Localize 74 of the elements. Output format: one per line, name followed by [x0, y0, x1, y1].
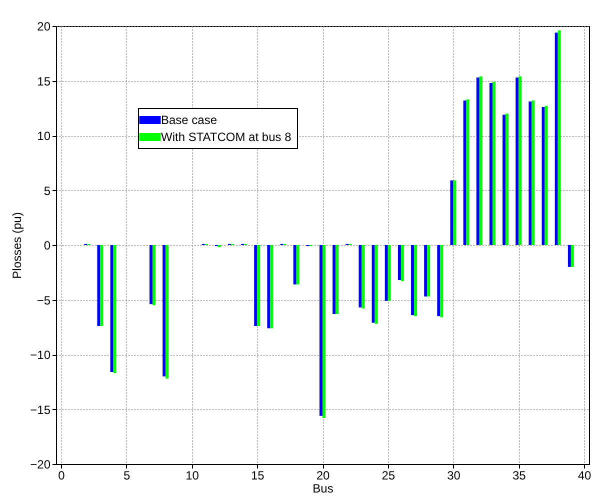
- bar: [384, 245, 388, 301]
- bar: [320, 245, 322, 416]
- bar: [150, 245, 153, 304]
- bar: [388, 245, 391, 301]
- bar: [554, 32, 558, 245]
- x-tick-label: 5: [124, 468, 131, 482]
- bar: [336, 245, 339, 314]
- bar: [424, 245, 428, 296]
- y-tick-label: 5: [44, 184, 51, 198]
- bar: [437, 245, 440, 316]
- bar: [414, 245, 418, 316]
- bar: [400, 245, 404, 282]
- bar: [374, 245, 378, 324]
- bar: [362, 245, 365, 309]
- bar: [372, 245, 375, 323]
- bar: [568, 245, 571, 267]
- bar: [110, 245, 114, 372]
- bar: [166, 245, 169, 379]
- y-tick-label: 0: [44, 238, 51, 252]
- bar: [532, 100, 535, 245]
- bar: [270, 245, 274, 328]
- bar: [492, 82, 496, 245]
- x-axis-title: Bus: [312, 482, 334, 496]
- bar: [440, 245, 444, 318]
- bar: [453, 180, 456, 245]
- bar: [332, 245, 336, 314]
- bar: [162, 245, 166, 376]
- y-tick-label: −20: [30, 458, 51, 472]
- bar: [570, 245, 574, 267]
- x-tick-label: 30: [447, 468, 461, 482]
- bar: [152, 245, 156, 306]
- x-tick-label: 35: [512, 468, 526, 482]
- y-tick-label: 20: [37, 20, 51, 34]
- bar: [398, 245, 401, 280]
- x-tick-label: 40: [578, 468, 592, 482]
- bar: [502, 114, 506, 245]
- legend-label: With STATCOM at bus 8: [161, 130, 292, 144]
- bar: [257, 245, 260, 326]
- y-tick-label: −15: [30, 402, 51, 417]
- bar: [476, 77, 480, 245]
- x-tick-label: 0: [58, 468, 66, 482]
- bar: [558, 30, 561, 245]
- bar: [489, 82, 492, 245]
- bar: [411, 245, 414, 316]
- bar: [254, 245, 258, 326]
- bar: [466, 99, 470, 245]
- bar: [463, 100, 466, 245]
- bar: [293, 245, 296, 284]
- bar: [113, 245, 116, 374]
- bar: [506, 114, 509, 245]
- bar: [528, 102, 532, 245]
- y-tick-label: −5: [36, 293, 51, 308]
- bar: [450, 180, 454, 245]
- bar: [479, 76, 482, 245]
- bar: [516, 77, 519, 245]
- y-axis-title: Plosses (pu): [10, 212, 24, 279]
- bar: [296, 245, 300, 284]
- x-tick-label: 15: [250, 468, 265, 482]
- bar: [97, 245, 100, 326]
- x-tick-label: 25: [382, 468, 396, 482]
- y-tick-label: 10: [37, 129, 51, 143]
- bar: [518, 76, 522, 245]
- bar: [322, 245, 326, 418]
- bar: [544, 106, 548, 245]
- y-tick-label: −10: [30, 348, 51, 362]
- x-tick-label: 10: [186, 468, 200, 482]
- x-tick-label: 20: [316, 468, 330, 482]
- bar: [267, 245, 270, 328]
- bar: [358, 245, 362, 308]
- bar: [542, 107, 545, 245]
- y-tick-label: 15: [37, 74, 51, 88]
- bar: [100, 245, 104, 326]
- bar: [427, 245, 430, 296]
- legend-label: Base case: [161, 113, 218, 127]
